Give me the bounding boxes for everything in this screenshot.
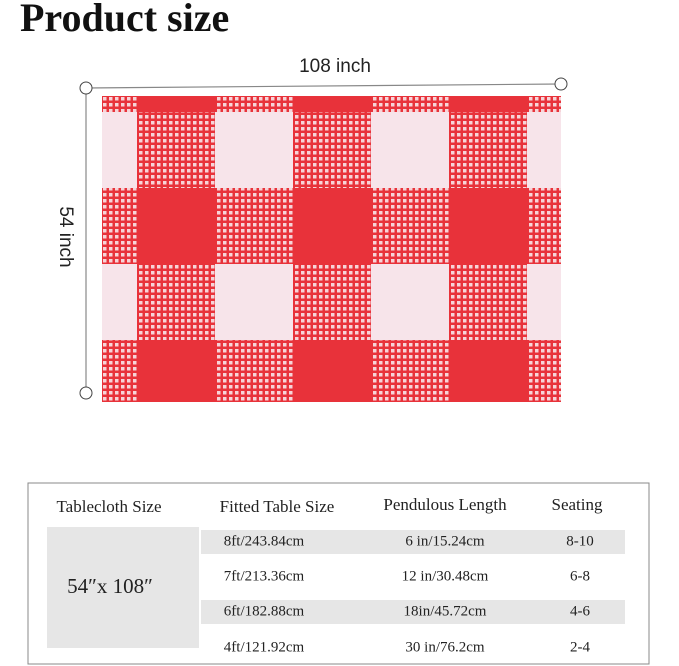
- size-box: [47, 527, 199, 648]
- check: [527, 96, 561, 112]
- cell: 8-10: [566, 533, 594, 549]
- check: [215, 264, 293, 340]
- title: Product size: [20, 0, 229, 40]
- check: [449, 96, 527, 112]
- table-frame: [27, 482, 650, 665]
- check: [527, 264, 561, 340]
- cell: 6-8: [570, 568, 590, 584]
- width-line: [85, 83, 562, 89]
- check: [293, 96, 371, 112]
- check: [527, 340, 561, 402]
- check: [215, 188, 293, 264]
- check: [371, 96, 449, 112]
- check: [102, 112, 137, 188]
- check: [293, 264, 371, 340]
- cell: 6ft/182.88cm: [224, 603, 305, 619]
- check: [102, 96, 137, 112]
- dot: [79, 81, 93, 95]
- check: [137, 264, 215, 340]
- cell: 4ft/121.92cm: [224, 639, 305, 655]
- check: [293, 112, 371, 188]
- dot: [79, 386, 93, 400]
- check: [137, 112, 215, 188]
- check: [293, 188, 371, 264]
- check: [215, 96, 293, 112]
- header: Pendulous Length: [383, 495, 507, 514]
- header: Tablecloth Size: [56, 497, 161, 516]
- dot: [554, 77, 568, 91]
- height-label: 54 inch: [55, 206, 76, 267]
- size-text: 54″x 108″: [67, 574, 153, 598]
- cell: 12 in/30.48cm: [402, 568, 489, 584]
- check: [102, 188, 137, 264]
- header: Fitted Table Size: [220, 497, 335, 516]
- check: [215, 112, 293, 188]
- check: [137, 188, 215, 264]
- table-rows: 8ft/243.84cm 6 in/15.24cm 8-10 7ft/213.36cm…: [224, 533, 594, 655]
- cell: 30 in/76.2cm: [405, 639, 484, 655]
- cell: 4-6: [570, 603, 590, 619]
- check: [137, 340, 215, 402]
- row-shade: [201, 530, 625, 554]
- check: [215, 340, 293, 402]
- check: [449, 112, 527, 188]
- check: [102, 340, 137, 402]
- check: [371, 188, 449, 264]
- check: [449, 188, 527, 264]
- cell: 2-4: [570, 639, 590, 655]
- header: Seating: [552, 495, 603, 514]
- check: [102, 264, 137, 340]
- cell: 18in/45.72cm: [404, 603, 487, 619]
- check: [527, 112, 561, 188]
- tablecloth: [102, 96, 561, 402]
- check: [293, 340, 371, 402]
- check: [371, 340, 449, 402]
- check: [449, 340, 527, 402]
- check: [371, 264, 449, 340]
- cell: 6 in/15.24cm: [405, 533, 484, 549]
- check: [449, 264, 527, 340]
- check: [527, 188, 561, 264]
- width-label: 108 inch: [299, 56, 371, 77]
- row-shade: [201, 600, 625, 624]
- cell: 8ft/243.84cm: [224, 533, 305, 549]
- check: [371, 112, 449, 188]
- cell: 7ft/213.36cm: [224, 568, 305, 584]
- check: [137, 96, 215, 112]
